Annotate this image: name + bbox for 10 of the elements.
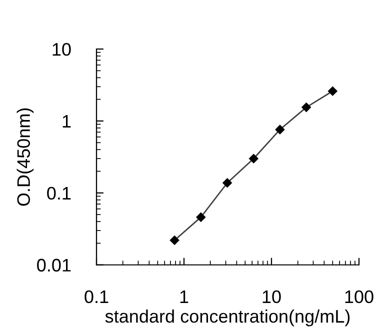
y-tick-label: 0.01	[37, 258, 71, 272]
x-tick-label: 10	[262, 290, 281, 304]
x-tick-label: 100	[345, 290, 374, 304]
y-axis-title: O.D(450nm)	[16, 108, 34, 206]
x-axis-title: standard concentration(ng/mL)	[105, 309, 350, 326]
y-tick-label: 1	[62, 115, 71, 128]
x-tick-label: 0.1	[84, 290, 108, 304]
y-tick-label: 0.1	[47, 186, 71, 200]
x-tick-label: 1	[180, 290, 188, 303]
y-tick-label: 10	[52, 42, 71, 56]
